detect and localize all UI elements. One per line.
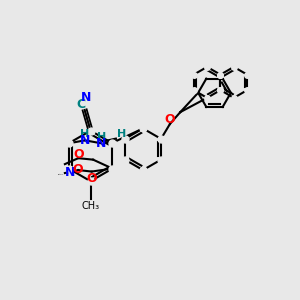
Text: O: O xyxy=(165,113,175,126)
Text: N: N xyxy=(65,166,75,178)
Text: O: O xyxy=(72,163,83,176)
Text: O: O xyxy=(86,172,97,184)
Text: N: N xyxy=(81,92,92,104)
Text: H: H xyxy=(80,129,89,139)
Text: O: O xyxy=(73,148,84,161)
Text: CH₃: CH₃ xyxy=(82,202,100,212)
Text: N: N xyxy=(96,137,106,150)
Text: N: N xyxy=(80,134,90,147)
Text: H: H xyxy=(97,132,106,142)
Text: H: H xyxy=(117,129,126,139)
Text: methoxy: methoxy xyxy=(58,173,64,175)
Text: C: C xyxy=(76,98,85,111)
